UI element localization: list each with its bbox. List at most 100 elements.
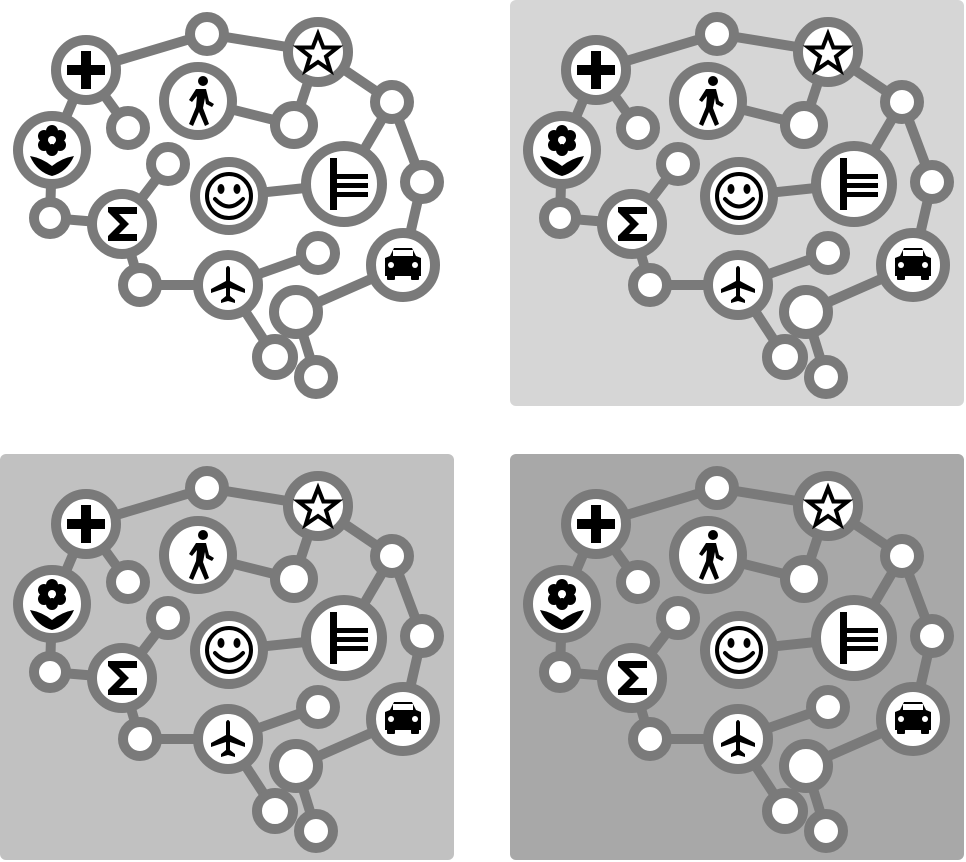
node-small — [106, 106, 150, 150]
network-icons — [540, 482, 931, 757]
node-small — [806, 231, 850, 275]
node-small — [804, 355, 848, 399]
node-small — [400, 160, 444, 204]
node-small — [29, 197, 71, 239]
star-icon — [292, 482, 344, 530]
network-icons — [540, 28, 931, 303]
car-icon — [385, 702, 421, 734]
plus-icon — [67, 51, 105, 89]
brain-network-graphic — [510, 0, 964, 406]
tally-bars-icon — [330, 158, 368, 210]
car-icon — [895, 702, 931, 734]
node-smiley — [190, 157, 268, 235]
node-small — [296, 685, 340, 729]
node-small — [880, 80, 924, 124]
tally-bars-icon — [330, 612, 368, 664]
node-small — [370, 80, 414, 124]
sigma-icon — [618, 661, 647, 695]
network-nodes — [523, 12, 954, 399]
node-small — [146, 596, 190, 640]
node-star — [793, 471, 863, 541]
node-small — [146, 142, 190, 186]
node-small — [616, 106, 660, 150]
node-small — [185, 466, 229, 510]
sigma-icon — [618, 207, 647, 241]
sigma-icon — [108, 661, 137, 695]
node-small — [370, 534, 414, 578]
node-small — [269, 285, 323, 339]
flower-icon — [30, 579, 74, 630]
node-small — [880, 534, 924, 578]
car-icon — [895, 248, 931, 280]
network-nodes — [13, 466, 444, 853]
walking-person-icon — [189, 530, 214, 580]
node-small — [270, 101, 318, 149]
node-small — [294, 809, 338, 853]
node-small — [269, 739, 323, 793]
node-smiley — [700, 611, 778, 689]
node-small — [539, 197, 581, 239]
node-small — [616, 560, 660, 604]
node-small — [270, 555, 318, 603]
node-small — [695, 12, 739, 56]
node-small — [628, 717, 672, 761]
tally-bars-icon — [840, 612, 878, 664]
network-icons — [30, 28, 421, 303]
airplane-icon — [721, 266, 755, 303]
node-small — [185, 12, 229, 56]
smiley-face-icon — [715, 626, 763, 674]
node-small — [252, 788, 298, 834]
star-icon — [292, 28, 344, 76]
flower-icon — [30, 125, 74, 176]
walking-person-icon — [699, 76, 724, 126]
node-small — [252, 334, 298, 380]
node-small — [656, 142, 700, 186]
node-small — [656, 596, 700, 640]
node-small — [779, 739, 833, 793]
node-small — [779, 285, 833, 339]
node-small — [695, 466, 739, 510]
plus-icon — [577, 505, 615, 543]
node-smiley — [190, 611, 268, 689]
node-small — [29, 651, 71, 693]
flower-icon — [540, 125, 584, 176]
node-small — [628, 263, 672, 307]
tile-dark-gray-background — [510, 454, 964, 860]
brain-network-graphic — [0, 0, 454, 406]
node-small — [294, 355, 338, 399]
airplane-icon — [211, 266, 245, 303]
plus-icon — [67, 505, 105, 543]
network-icons — [30, 482, 421, 757]
sigma-icon — [108, 207, 137, 241]
tile-light-gray-background — [510, 0, 964, 406]
airplane-icon — [721, 720, 755, 757]
brain-network-graphic — [510, 454, 964, 860]
node-small — [780, 555, 828, 603]
node-small — [296, 231, 340, 275]
plus-icon — [577, 51, 615, 89]
node-star — [283, 17, 353, 87]
node-small — [118, 717, 162, 761]
node-small — [762, 788, 808, 834]
node-small — [118, 263, 162, 307]
node-small — [804, 809, 848, 853]
flower-icon — [540, 579, 584, 630]
walking-person-icon — [189, 76, 214, 126]
smiley-face-icon — [715, 172, 763, 220]
node-star — [283, 471, 353, 541]
node-small — [400, 614, 444, 658]
star-icon — [802, 482, 854, 530]
tile-white-background — [0, 0, 454, 406]
node-small — [806, 685, 850, 729]
node-small — [910, 160, 954, 204]
walking-person-icon — [699, 530, 724, 580]
smiley-face-icon — [205, 172, 253, 220]
tile-medium-gray-background — [0, 454, 454, 860]
smiley-face-icon — [205, 626, 253, 674]
node-small — [910, 614, 954, 658]
node-small — [539, 651, 581, 693]
tally-bars-icon — [840, 158, 878, 210]
node-small — [106, 560, 150, 604]
node-smiley — [700, 157, 778, 235]
